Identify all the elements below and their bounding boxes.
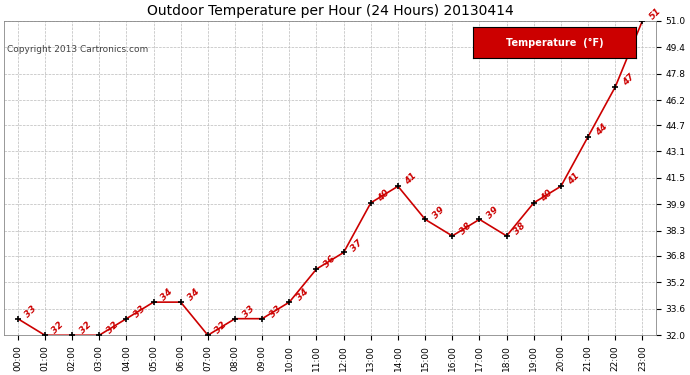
Text: 33: 33	[268, 304, 283, 319]
Text: 32: 32	[77, 321, 93, 336]
Title: Outdoor Temperature per Hour (24 Hours) 20130414: Outdoor Temperature per Hour (24 Hours) …	[147, 4, 513, 18]
Text: 38: 38	[512, 221, 527, 237]
Text: 34: 34	[159, 288, 175, 303]
Text: 38: 38	[458, 221, 473, 237]
Text: 32: 32	[105, 321, 120, 336]
Text: 32: 32	[213, 321, 228, 336]
Text: 36: 36	[322, 254, 337, 270]
Text: 33: 33	[23, 304, 39, 319]
Text: 34: 34	[186, 288, 201, 303]
Text: 39: 39	[431, 205, 446, 220]
Text: 51: 51	[648, 6, 663, 21]
Text: 47: 47	[621, 72, 636, 87]
Text: 41: 41	[404, 172, 419, 187]
Text: 33: 33	[241, 304, 256, 319]
Text: 37: 37	[349, 238, 364, 253]
Text: 41: 41	[566, 172, 582, 187]
Text: 44: 44	[593, 122, 609, 137]
Text: 39: 39	[485, 205, 500, 220]
Text: 34: 34	[295, 288, 310, 303]
Text: Copyright 2013 Cartronics.com: Copyright 2013 Cartronics.com	[7, 45, 148, 54]
Text: 32: 32	[50, 321, 66, 336]
Text: 40: 40	[376, 188, 391, 203]
Text: 33: 33	[132, 304, 147, 319]
Text: 40: 40	[540, 188, 555, 203]
